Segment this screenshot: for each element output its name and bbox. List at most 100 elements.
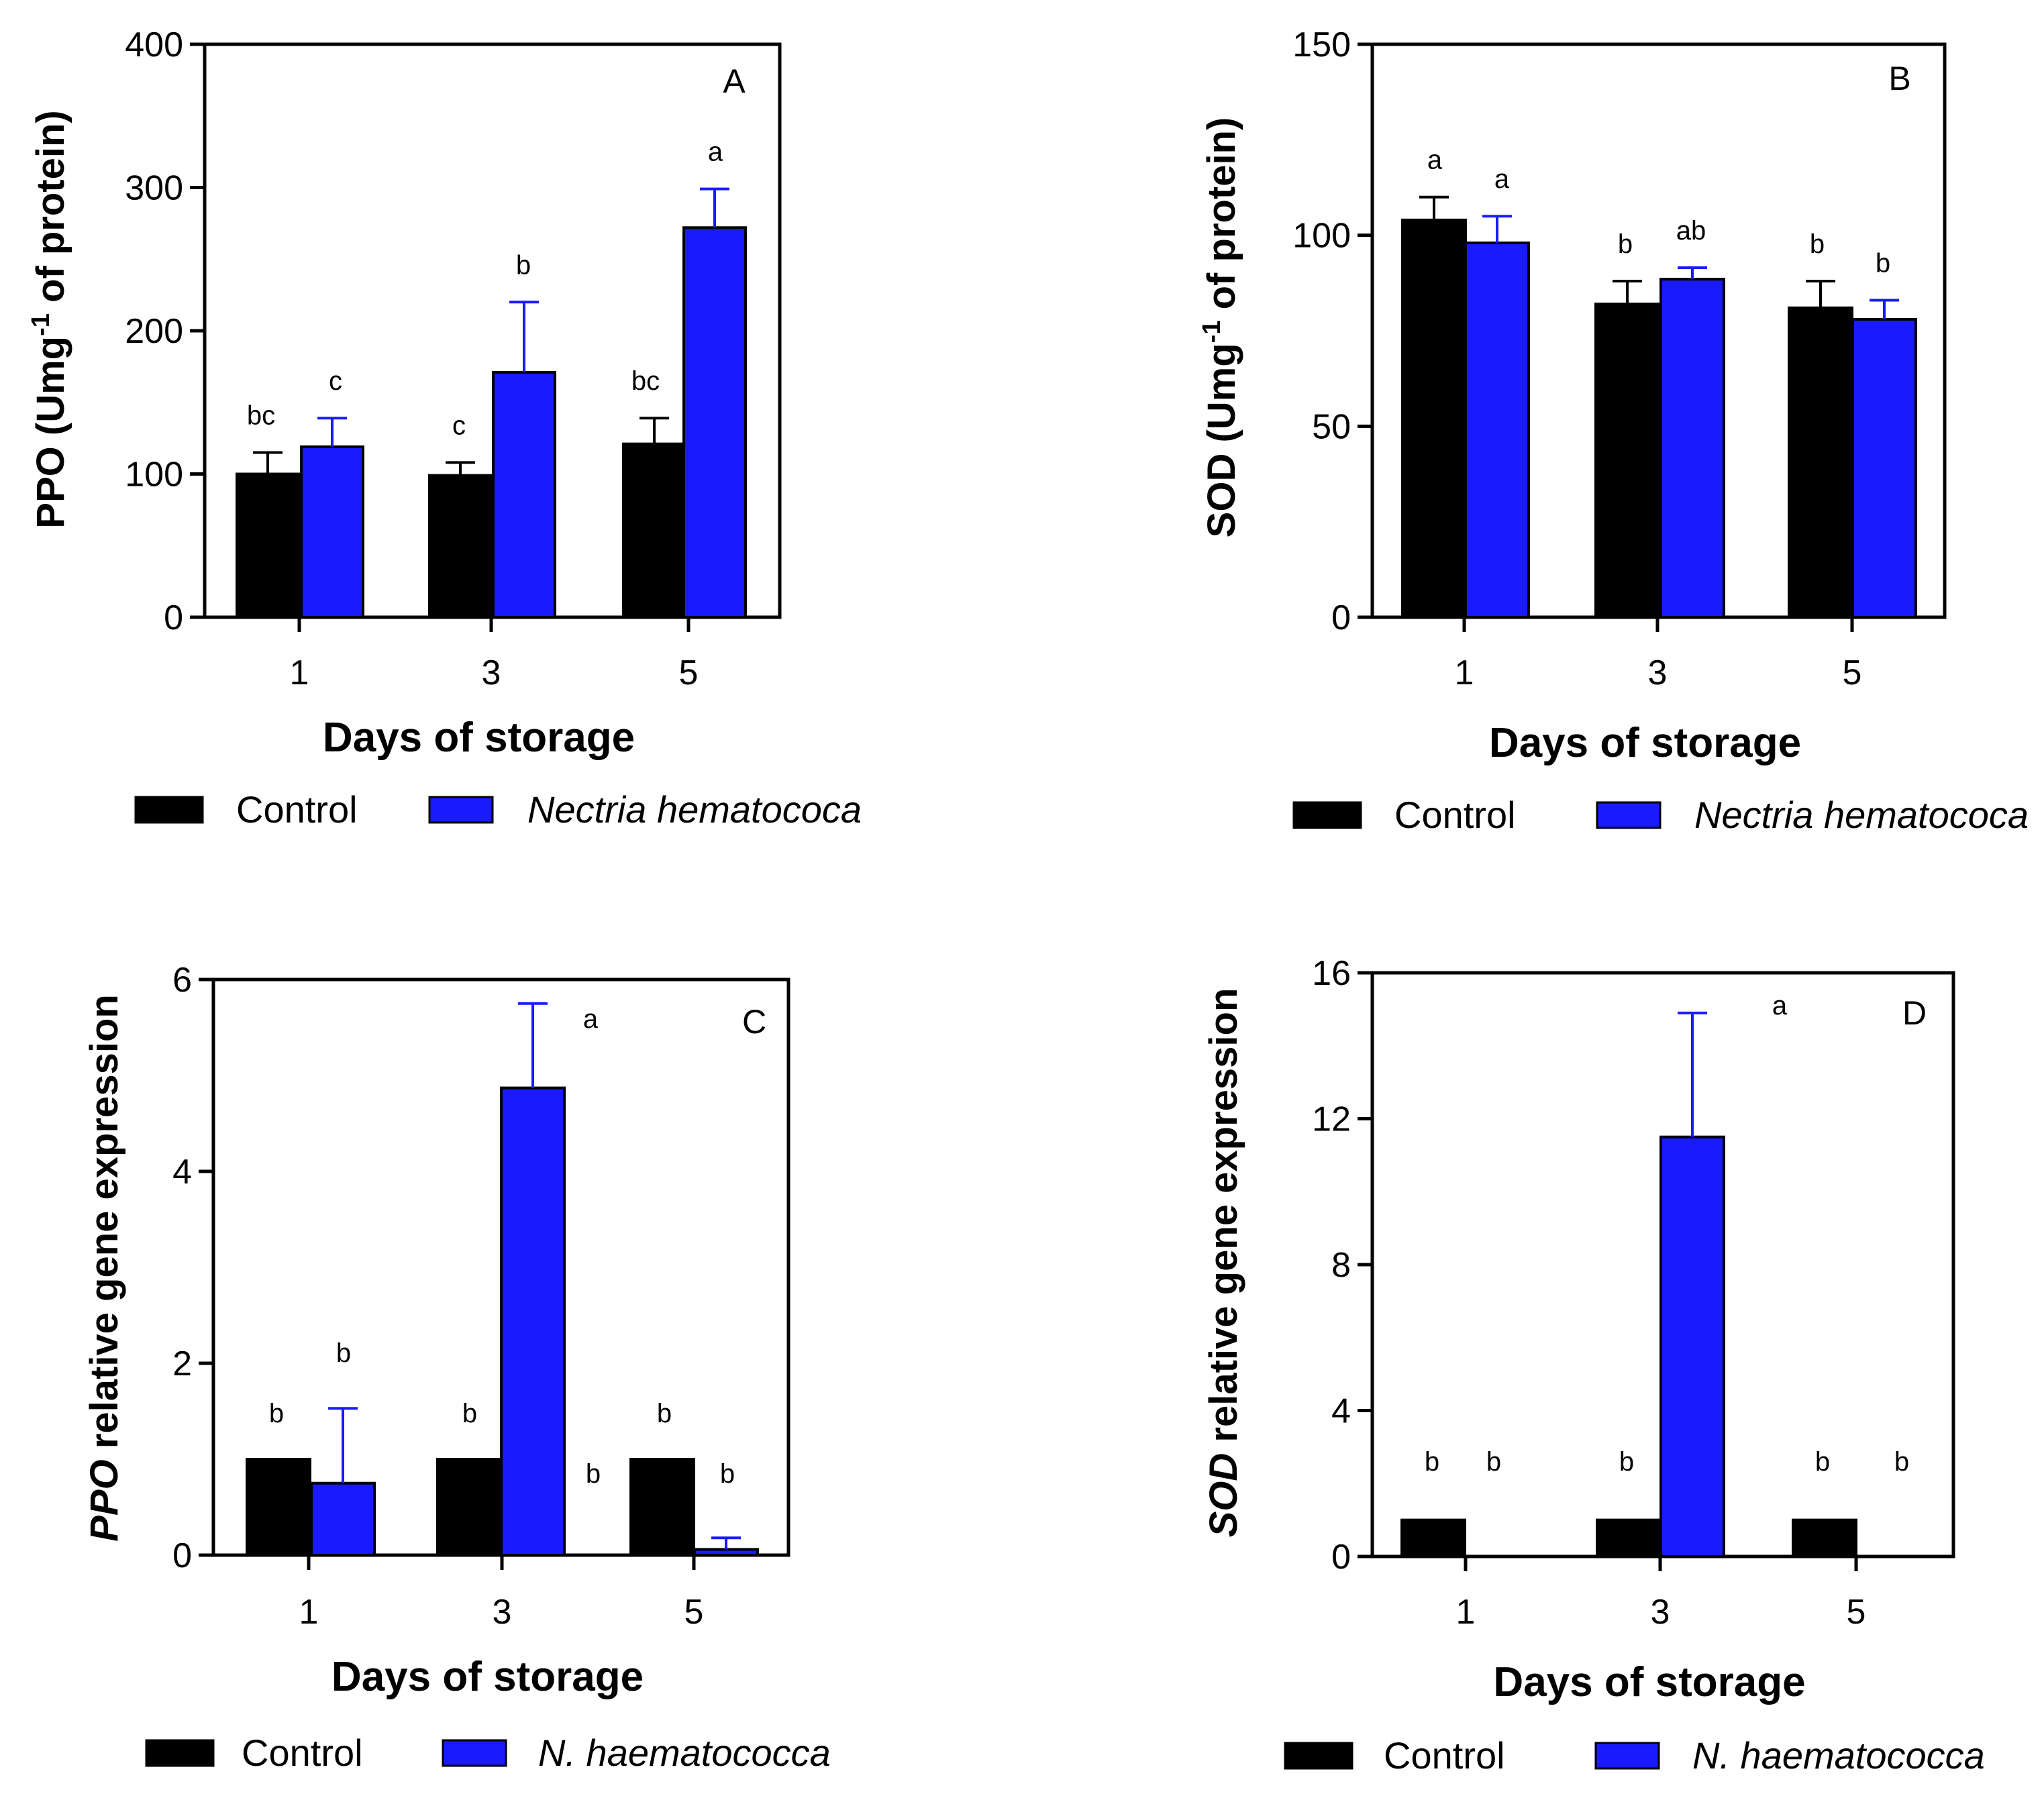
bar-control: [1596, 1518, 1662, 1558]
panel-label: C: [742, 1003, 766, 1041]
legend-swatch-treatment: [1594, 1742, 1660, 1770]
bar-control: [1792, 1518, 1857, 1558]
legend: Control Nectria hematococa: [1292, 794, 2029, 836]
chart-panel-d: 0 4 8 12 16 1 3 5 b b b b a b D Days of storage SOD rela…: [1202, 954, 1985, 1777]
y-axis-label: PPO (Umg-1 of protein): [27, 110, 72, 528]
significance-letter: b: [462, 1399, 477, 1428]
y-axis-label: SOD (Umg-1 of protein): [1198, 117, 1243, 538]
bar-control: [1401, 218, 1467, 619]
panel-label: D: [1902, 994, 1927, 1032]
y-tick-label: 4: [1331, 1392, 1351, 1431]
significance-letter: b: [1619, 1447, 1634, 1477]
legend-label-treatment: N. haematococca: [1692, 1734, 1985, 1777]
significance-letter: a: [1494, 164, 1510, 194]
significance-letter: b: [1810, 229, 1825, 259]
significance-letter: c: [452, 411, 466, 440]
significance-letter: b: [269, 1399, 284, 1428]
x-tick-label: 5: [684, 1593, 704, 1632]
legend-label-treatment: Nectria hematococa: [527, 788, 862, 831]
legend: Control N. haematococca: [1284, 1734, 1985, 1777]
bar-treatment: [682, 226, 747, 619]
legend-swatch-treatment: [1596, 801, 1662, 829]
x-axis-label: Days of storage: [323, 715, 635, 761]
y-tick-label: 4: [172, 1153, 192, 1192]
y-tick-label: 12: [1312, 1100, 1351, 1139]
bar-control: [1788, 306, 1853, 619]
significance-letter: a: [583, 1004, 599, 1034]
bar-treatment: [300, 445, 364, 619]
legend: Control Nectria hematococa: [134, 788, 862, 831]
x-tick-label: 1: [1456, 1593, 1476, 1632]
legend-swatch-control: [1292, 801, 1362, 829]
x-tick-label: 5: [1843, 653, 1862, 692]
bar-control: [428, 474, 493, 619]
significance-letter: b: [1876, 248, 1890, 278]
legend-label-control: Control: [1384, 1734, 1505, 1777]
significance-letter: b: [1894, 1447, 1909, 1477]
significance-letter: b: [516, 250, 531, 280]
legend-swatch-control: [134, 796, 204, 824]
bar-treatment: [1659, 278, 1725, 619]
legend-label-treatment: N. haematococca: [538, 1732, 831, 1774]
y-tick-label: 200: [125, 312, 183, 351]
y-axis-label: PPO relative gene expression: [83, 994, 126, 1542]
panel-label: A: [723, 62, 746, 100]
y-tick-label: 100: [125, 456, 183, 494]
y-tick-label: 150: [1292, 25, 1351, 64]
chart-panel-a: 0 100 200 300 400 1 3 5 bc c bc c b a A Days of storage…: [27, 25, 862, 831]
bar-control: [436, 1458, 502, 1556]
bar-treatment: [1464, 242, 1530, 619]
legend-label-control: Control: [242, 1732, 363, 1774]
bar-treatment: [500, 1086, 566, 1556]
y-tick-label: 100: [1292, 217, 1351, 256]
significance-letter: bc: [631, 366, 660, 396]
x-tick-label: 3: [493, 1593, 512, 1632]
y-tick-label: 6: [172, 961, 192, 1000]
y-tick-label: 0: [1331, 1538, 1351, 1577]
y-tick-label: 8: [1331, 1246, 1351, 1285]
legend-label-control: Control: [1394, 794, 1516, 836]
bar-treatment: [1851, 317, 1917, 619]
x-tick-label: 5: [1847, 1593, 1866, 1632]
legend-swatch-treatment: [428, 796, 494, 824]
y-tick-label: 300: [125, 169, 183, 208]
significance-letter: b: [657, 1399, 672, 1428]
significance-letter: c: [329, 366, 342, 396]
y-tick-label: 0: [172, 1536, 192, 1575]
bar-treatment: [310, 1481, 376, 1556]
x-tick-label: 1: [290, 653, 309, 692]
legend-swatch-control: [1284, 1742, 1353, 1770]
x-tick-label: 5: [679, 653, 699, 692]
bar-control: [1400, 1518, 1466, 1558]
y-tick-label: 400: [125, 25, 183, 64]
x-tick-label: 1: [299, 1593, 319, 1632]
chart-panel-c: 0 2 4 6 1 3 5 b b b b a b b C Days of storage PPO relati…: [83, 961, 831, 1774]
y-tick-label: 0: [1331, 598, 1351, 637]
bar-control: [246, 1458, 311, 1556]
x-axis-label: Days of storage: [1489, 720, 1801, 766]
significance-letter: b: [720, 1459, 735, 1489]
significance-letter: b: [1815, 1447, 1830, 1477]
bar-treatment: [693, 1548, 759, 1556]
significance-letter: b: [586, 1459, 601, 1489]
significance-letter: b: [1618, 229, 1633, 259]
panel-label: B: [1888, 60, 1910, 97]
bar-control: [1594, 303, 1660, 619]
y-tick-label: 50: [1312, 407, 1351, 446]
bar-control: [622, 442, 686, 619]
significance-letter: ab: [1676, 216, 1706, 246]
legend-swatch-treatment: [442, 1739, 507, 1767]
y-tick-label: 2: [172, 1344, 192, 1383]
x-tick-label: 1: [1455, 653, 1474, 692]
x-tick-label: 3: [1648, 653, 1668, 692]
y-tick-label: 16: [1312, 954, 1351, 993]
legend-label-treatment: Nectria hematococa: [1694, 794, 2029, 836]
x-tick-label: 3: [1651, 1593, 1670, 1632]
x-axis-label: Days of storage: [331, 1654, 644, 1700]
significance-letter: a: [708, 138, 723, 167]
legend-label-control: Control: [236, 788, 358, 831]
significance-letter: b: [1486, 1447, 1501, 1477]
y-axis-label: SOD relative gene expression: [1202, 988, 1245, 1538]
